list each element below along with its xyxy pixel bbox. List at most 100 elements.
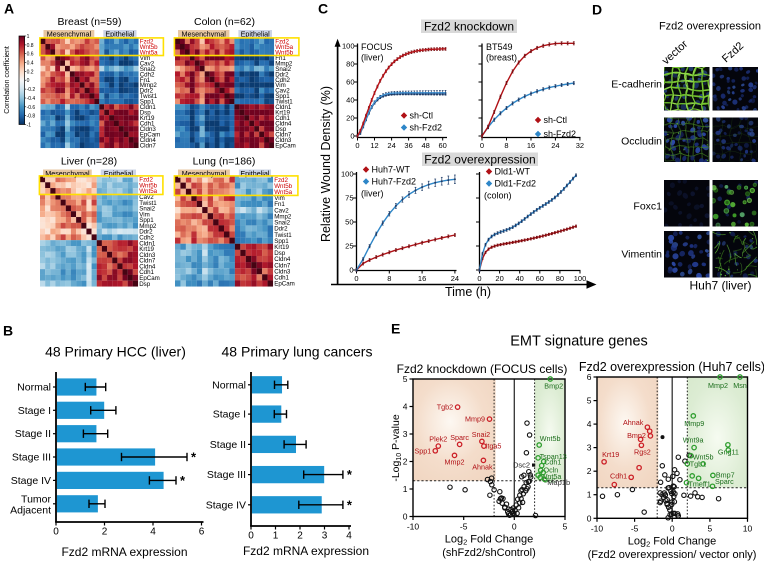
svg-text:Dld1-WT: Dld1-WT — [495, 167, 531, 177]
svg-text:Ddr2: Ddr2 — [139, 229, 153, 236]
svg-text:Cdh1: Cdh1 — [544, 458, 561, 467]
svg-text:Cdh1: Cdh1 — [274, 275, 289, 282]
svg-text:0: 0 — [587, 513, 592, 523]
svg-text:Vim: Vim — [139, 211, 150, 218]
svg-text:Mesenchymal: Mesenchymal — [182, 169, 227, 178]
svg-text:40: 40 — [346, 95, 354, 104]
svg-text:Fzd2 knockdown: Fzd2 knockdown — [424, 20, 514, 34]
svg-text:Stage IV: Stage IV — [11, 475, 51, 487]
svg-text:Cldn1: Cldn1 — [139, 240, 156, 247]
svg-text:Fzd2: Fzd2 — [275, 38, 289, 45]
svg-text:Fzd2 mRNA expression: Fzd2 mRNA expression — [61, 545, 187, 559]
svg-text:8: 8 — [504, 141, 508, 150]
svg-text:Stage I: Stage I — [18, 405, 51, 417]
svg-text:6: 6 — [587, 372, 592, 382]
svg-text:Wnt5b: Wnt5b — [274, 183, 292, 190]
svg-text:75: 75 — [345, 193, 353, 202]
svg-text:Huh7 (liver): Huh7 (liver) — [689, 279, 751, 293]
svg-text:0.6: 0.6 — [27, 52, 34, 58]
svg-text:2: 2 — [102, 527, 108, 538]
svg-text:80: 80 — [556, 274, 564, 283]
svg-text:5: 5 — [403, 374, 408, 384]
svg-text:Vim: Vim — [274, 195, 285, 202]
svg-text:(shFzd2/shControl): (shFzd2/shControl) — [442, 547, 536, 559]
svg-text:Tspan13: Tspan13 — [540, 452, 567, 461]
svg-text:Cdh1: Cdh1 — [139, 269, 154, 276]
svg-text:Wnt5a: Wnt5a — [274, 189, 292, 196]
svg-text:Dsp: Dsp — [275, 126, 287, 133]
svg-text:Krt19: Krt19 — [139, 246, 154, 253]
svg-text:-0.2: -0.2 — [27, 87, 36, 93]
svg-text:Stage I: Stage I — [213, 409, 246, 421]
svg-text:10: 10 — [743, 523, 753, 533]
svg-text:Epithelial: Epithelial — [105, 30, 135, 39]
svg-text:Cdh1: Cdh1 — [610, 471, 627, 480]
svg-text:Spp1: Spp1 — [274, 238, 289, 245]
svg-text:BT549: BT549 — [486, 42, 513, 52]
svg-text:Bmp2: Bmp2 — [544, 382, 563, 391]
svg-text:Rgs2: Rgs2 — [634, 447, 651, 456]
svg-text:Fn1: Fn1 — [140, 77, 151, 84]
svg-text:Krt19: Krt19 — [275, 110, 290, 117]
svg-text:Cldn4: Cldn4 — [140, 137, 157, 144]
svg-text:E: E — [391, 321, 400, 337]
svg-text:48 Primary HCC (liver): 48 Primary HCC (liver) — [45, 344, 186, 360]
svg-text:Mmp2: Mmp2 — [139, 223, 157, 230]
svg-text:Epithelial: Epithelial — [104, 169, 134, 178]
svg-text:sh-Fzd2: sh-Fzd2 — [410, 123, 443, 133]
svg-text:Log2 Fold Change: Log2 Fold Change — [445, 534, 534, 547]
svg-text:Stage II: Stage II — [210, 439, 246, 451]
svg-text:B: B — [3, 323, 13, 339]
svg-text:Wnt5b: Wnt5b — [139, 182, 157, 189]
svg-text:Spp1: Spp1 — [275, 93, 290, 100]
svg-text:3: 3 — [587, 443, 592, 453]
svg-text:16: 16 — [527, 141, 535, 150]
svg-text:Sparc: Sparc — [715, 477, 734, 486]
svg-text:Cldn3: Cldn3 — [274, 268, 291, 275]
svg-text:Cdh1: Cdh1 — [275, 115, 290, 122]
svg-text:Cav2: Cav2 — [274, 207, 289, 214]
svg-text:Ddr2: Ddr2 — [275, 71, 289, 78]
svg-text:Mesenchymal: Mesenchymal — [182, 30, 227, 39]
svg-text:Twist1: Twist1 — [274, 232, 292, 239]
svg-text:24: 24 — [451, 274, 459, 283]
svg-text:1: 1 — [587, 490, 592, 500]
svg-text:0.8: 0.8 — [27, 43, 34, 49]
svg-text:8: 8 — [387, 274, 391, 283]
svg-text:0: 0 — [403, 512, 408, 522]
svg-text:Spp1: Spp1 — [140, 99, 155, 106]
svg-text:Mmp2: Mmp2 — [445, 457, 465, 466]
svg-text:Fzd2 knockdown (FOCUS cells): Fzd2 knockdown (FOCUS cells) — [397, 362, 568, 376]
svg-text:Dsp: Dsp — [274, 250, 286, 257]
svg-text:0: 0 — [53, 527, 59, 538]
svg-text:Cldn1: Cldn1 — [275, 104, 292, 111]
svg-text:0: 0 — [349, 265, 353, 274]
svg-text:0.4: 0.4 — [27, 61, 34, 67]
svg-text:EMT signature genes: EMT signature genes — [510, 334, 648, 350]
svg-text:Ddr2: Ddr2 — [140, 88, 154, 95]
svg-text:Vim: Vim — [140, 55, 151, 62]
svg-text:-10: -10 — [407, 522, 420, 532]
svg-text:Mmp2: Mmp2 — [140, 82, 158, 89]
svg-text:Fzd2 overexpression: Fzd2 overexpression — [424, 153, 535, 167]
svg-text:Adjacent: Adjacent — [10, 504, 51, 516]
svg-text:Ahnak: Ahnak — [623, 418, 644, 427]
svg-text:-0.4: -0.4 — [27, 96, 36, 102]
svg-text:25: 25 — [345, 241, 353, 250]
svg-text:Fzd2 overexpression: Fzd2 overexpression — [659, 21, 761, 33]
svg-text:Cdh2: Cdh2 — [139, 235, 154, 242]
svg-text:Cav2: Cav2 — [275, 88, 290, 95]
svg-text:24: 24 — [551, 141, 559, 150]
svg-text:Huh7-WT: Huh7-WT — [372, 165, 411, 175]
svg-text:Ahnak: Ahnak — [472, 462, 493, 471]
svg-text:0: 0 — [477, 274, 481, 283]
svg-text:100: 100 — [341, 169, 354, 178]
svg-text:Cldn7: Cldn7 — [140, 143, 157, 150]
svg-text:5: 5 — [708, 523, 713, 533]
svg-text:Stage II: Stage II — [15, 428, 51, 440]
svg-text:Cldn1: Cldn1 — [140, 104, 157, 111]
svg-text:Fzd2 mRNA expression: Fzd2 mRNA expression — [243, 544, 369, 558]
svg-text:Snai2: Snai2 — [472, 430, 490, 439]
svg-text:Vim: Vim — [275, 82, 286, 89]
svg-text:20: 20 — [495, 274, 503, 283]
